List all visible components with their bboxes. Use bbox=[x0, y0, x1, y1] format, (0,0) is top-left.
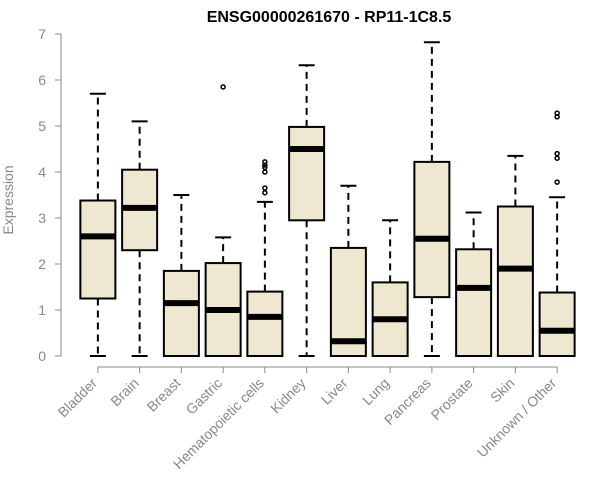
box-pancreas bbox=[413, 41, 451, 357]
y-tick-label: 6 bbox=[38, 72, 46, 88]
boxes-group bbox=[79, 41, 576, 358]
y-axis-label: Expression bbox=[0, 165, 16, 234]
box-iqr bbox=[79, 199, 117, 300]
outlier-point bbox=[262, 162, 268, 168]
x-tick-label: Unknown / Other bbox=[474, 375, 560, 461]
box-iqr bbox=[162, 269, 200, 357]
box-unknown-other bbox=[538, 110, 576, 357]
outlier-point bbox=[262, 164, 268, 171]
box-hematopoietic-cells bbox=[246, 159, 284, 358]
box-iqr bbox=[496, 205, 534, 357]
box-kidney bbox=[288, 64, 326, 357]
y-tick-label: 5 bbox=[38, 118, 46, 134]
outlier-point bbox=[220, 84, 226, 90]
x-tick-label: Lung bbox=[359, 375, 392, 408]
x-tick-label: Brain bbox=[107, 375, 141, 409]
y-tick-label: 3 bbox=[38, 210, 46, 226]
box-iqr bbox=[455, 248, 493, 357]
y-axis: 0 1 2 3 4 5 6 7 bbox=[38, 26, 62, 364]
y-tick-label: 2 bbox=[38, 256, 46, 272]
chart-title: ENSG00000261670 - RP11-1C8.5 bbox=[207, 9, 452, 26]
box-gastric bbox=[204, 84, 242, 357]
outlier-point bbox=[554, 110, 560, 116]
outlier-point bbox=[262, 169, 268, 175]
x-tick-label: Kidney bbox=[267, 375, 309, 417]
y-tick-label: 4 bbox=[38, 164, 46, 180]
box-iqr bbox=[246, 290, 284, 358]
y-tick-label: 0 bbox=[38, 348, 46, 364]
box-iqr bbox=[329, 246, 367, 357]
outlier-point bbox=[262, 159, 268, 165]
y-tick-label: 7 bbox=[38, 26, 46, 42]
x-tick-label: Prostate bbox=[428, 375, 476, 423]
x-tick-label: Breast bbox=[144, 375, 184, 415]
box-brain bbox=[121, 120, 159, 357]
y-tick-label: 1 bbox=[38, 302, 46, 318]
outlier-point bbox=[262, 189, 268, 196]
box-breast bbox=[162, 194, 200, 357]
box-iqr bbox=[413, 160, 451, 299]
box-prostate bbox=[455, 211, 493, 357]
box-skin bbox=[496, 154, 534, 357]
x-tick-label: Bladder bbox=[55, 375, 101, 421]
outlier-point bbox=[554, 155, 560, 161]
box-liver bbox=[329, 184, 367, 357]
x-tick-label: Skin bbox=[487, 375, 518, 406]
outlier-point bbox=[554, 179, 560, 185]
outlier-point bbox=[554, 150, 560, 157]
box-iqr bbox=[538, 291, 576, 357]
box-bladder bbox=[79, 92, 117, 357]
outlier-point bbox=[262, 185, 268, 191]
box-iqr bbox=[288, 125, 326, 222]
box-lung bbox=[371, 219, 409, 357]
x-tick-label: Liver bbox=[318, 375, 351, 408]
